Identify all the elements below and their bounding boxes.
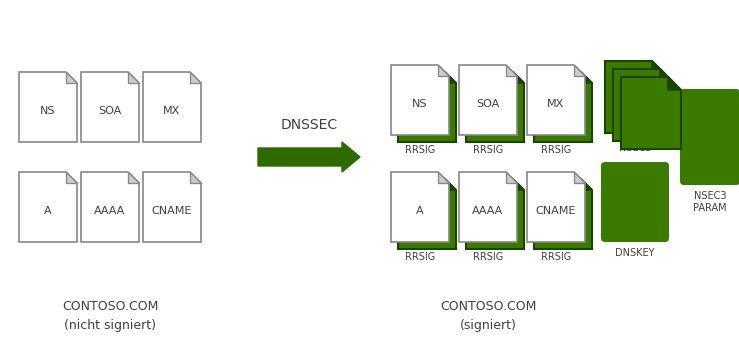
Polygon shape [652, 61, 665, 74]
Polygon shape [445, 179, 456, 190]
Polygon shape [513, 179, 524, 190]
Polygon shape [190, 172, 201, 183]
Polygon shape [621, 77, 681, 149]
Polygon shape [128, 172, 139, 183]
Text: RRSIG: RRSIG [473, 252, 503, 262]
Text: DNSKEY: DNSKEY [616, 248, 655, 258]
Polygon shape [574, 172, 585, 183]
Polygon shape [128, 72, 139, 83]
Text: CNAME: CNAME [536, 206, 576, 216]
Text: SOA: SOA [477, 99, 500, 109]
Polygon shape [398, 72, 456, 142]
Polygon shape [398, 179, 456, 249]
Polygon shape [81, 172, 139, 242]
Polygon shape [143, 172, 201, 242]
Polygon shape [581, 179, 592, 190]
Text: DNSSEC: DNSSEC [280, 118, 338, 132]
Polygon shape [438, 65, 449, 76]
FancyArrow shape [258, 142, 360, 172]
Polygon shape [668, 77, 681, 90]
Text: SOA: SOA [98, 106, 122, 116]
Polygon shape [19, 72, 77, 142]
FancyBboxPatch shape [680, 89, 739, 185]
Text: MX: MX [548, 99, 565, 109]
Polygon shape [506, 65, 517, 76]
Polygon shape [66, 172, 77, 183]
Text: CNAME: CNAME [151, 206, 192, 216]
Polygon shape [19, 172, 77, 242]
Text: A: A [416, 206, 423, 216]
Polygon shape [574, 65, 585, 76]
Text: CONTOSO.COM: CONTOSO.COM [62, 300, 158, 313]
Text: RRSIG: RRSIG [405, 252, 435, 262]
Polygon shape [391, 172, 449, 242]
Polygon shape [66, 72, 77, 83]
Polygon shape [527, 65, 585, 135]
Polygon shape [534, 179, 592, 249]
Polygon shape [391, 65, 449, 135]
Polygon shape [534, 72, 592, 142]
Text: (nicht signiert): (nicht signiert) [64, 318, 156, 332]
Polygon shape [445, 72, 456, 83]
Text: (signiert): (signiert) [460, 318, 517, 332]
Polygon shape [459, 172, 517, 242]
Text: RRSIG: RRSIG [541, 145, 571, 155]
Text: NSEC3: NSEC3 [619, 143, 651, 153]
Text: NS: NS [412, 99, 428, 109]
Text: A: A [44, 206, 52, 216]
Text: RRSIG: RRSIG [473, 145, 503, 155]
Polygon shape [581, 72, 592, 83]
Polygon shape [438, 172, 449, 183]
FancyBboxPatch shape [601, 162, 669, 242]
Text: RRSIG: RRSIG [541, 252, 571, 262]
Polygon shape [143, 72, 201, 142]
Text: MX: MX [163, 106, 180, 116]
Polygon shape [613, 69, 673, 141]
Text: RRSIG: RRSIG [405, 145, 435, 155]
Text: NS: NS [40, 106, 55, 116]
Text: AAAA: AAAA [95, 206, 126, 216]
Polygon shape [506, 172, 517, 183]
Polygon shape [605, 61, 665, 133]
Polygon shape [81, 72, 139, 142]
Polygon shape [660, 69, 673, 82]
Polygon shape [466, 179, 524, 249]
Polygon shape [190, 72, 201, 83]
Polygon shape [527, 172, 585, 242]
Text: CONTOSO.COM: CONTOSO.COM [440, 300, 537, 313]
Polygon shape [459, 65, 517, 135]
Polygon shape [466, 72, 524, 142]
Polygon shape [513, 72, 524, 83]
Text: NSEC3
PARAM: NSEC3 PARAM [693, 191, 727, 213]
Text: AAAA: AAAA [472, 206, 503, 216]
